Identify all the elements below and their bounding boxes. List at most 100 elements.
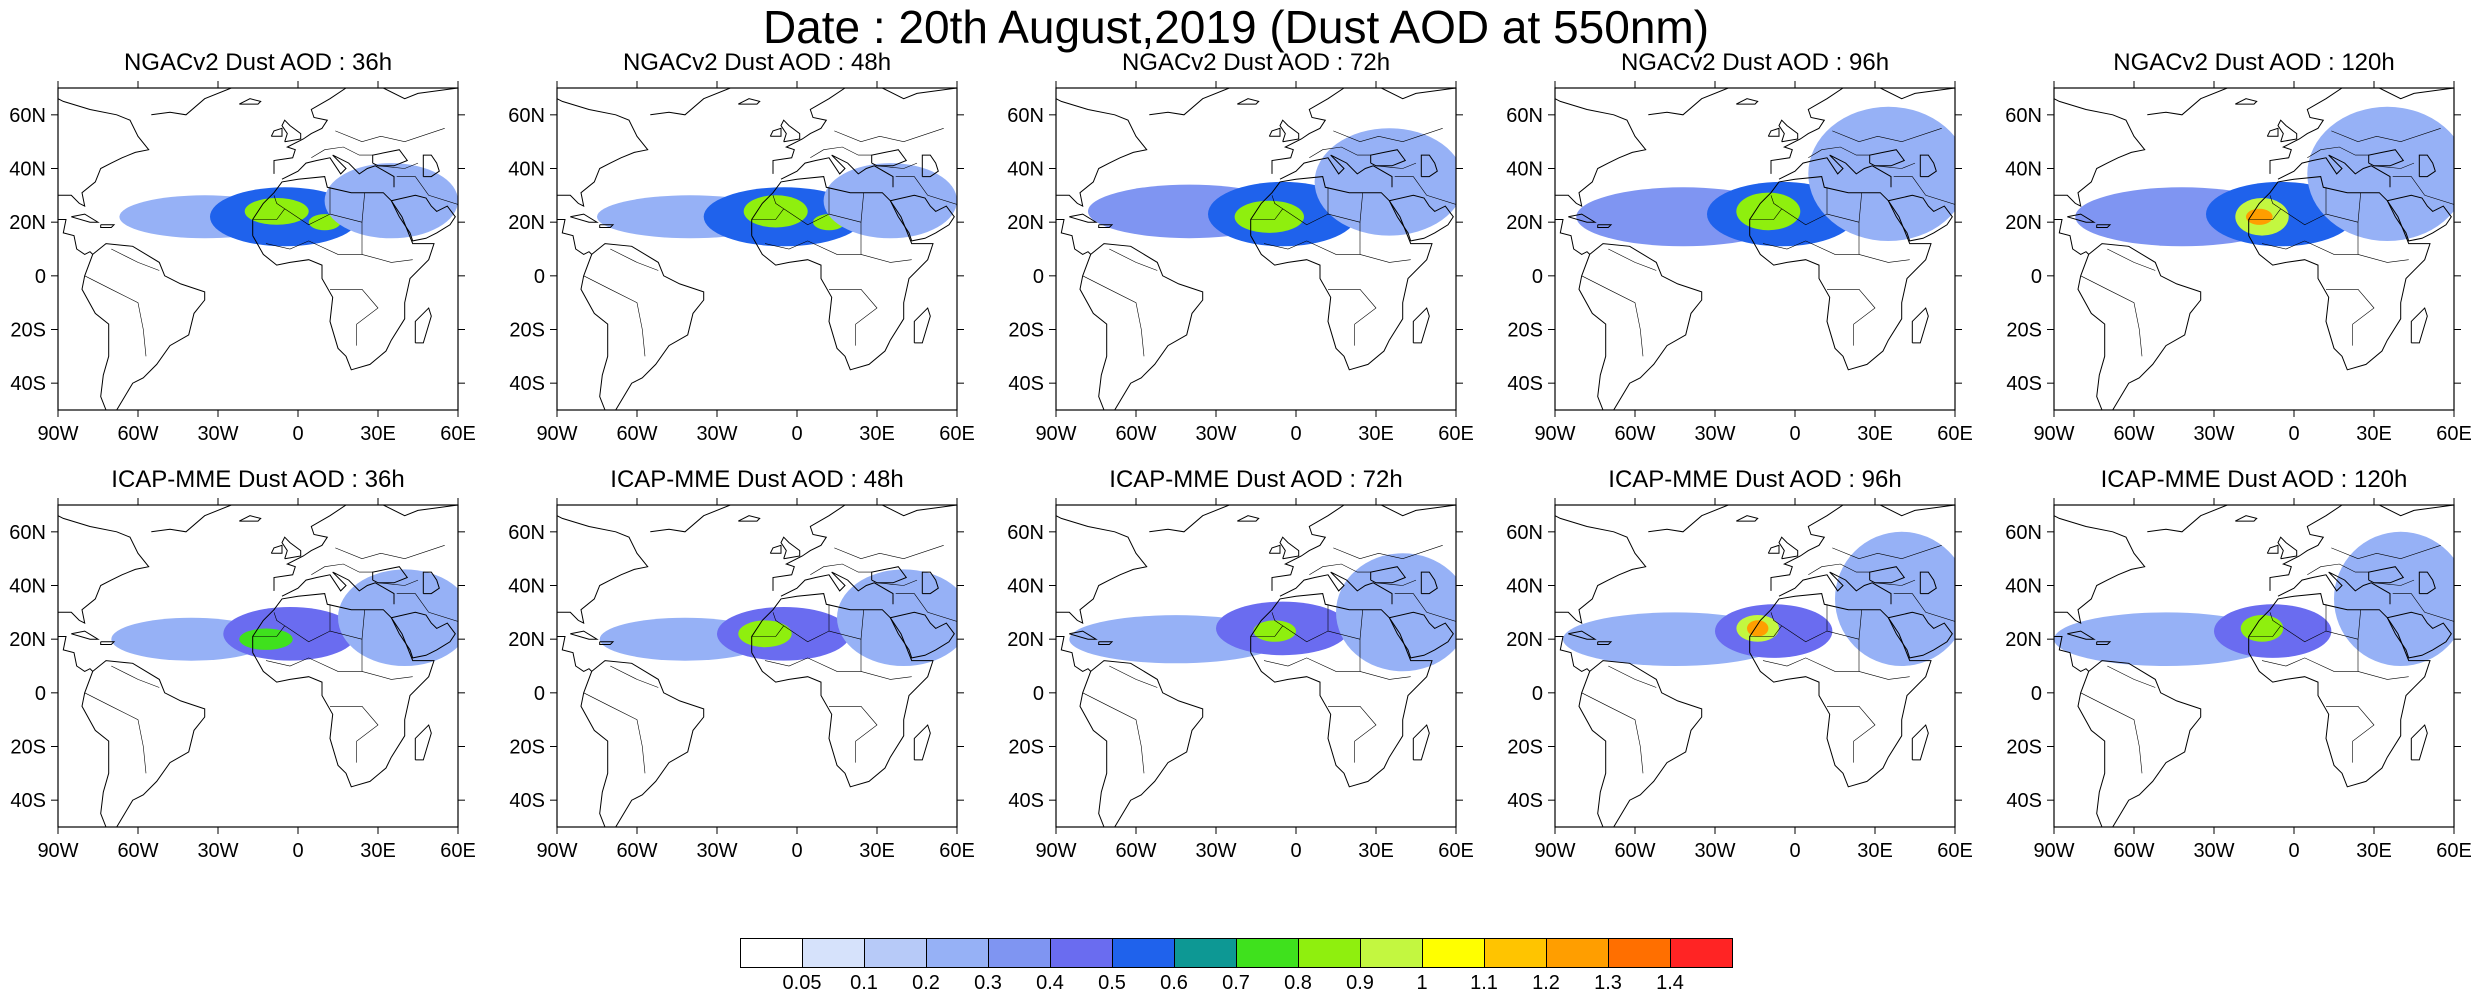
lat-tick-label: 20S [1507,320,1543,342]
lon-tick-label: 60W [117,423,158,445]
country-border [1359,671,1411,680]
lat-tick-label: 20N [508,212,545,234]
coastline [780,571,894,605]
lat-tick-label: 40S [2006,373,2042,395]
coastline [769,127,782,137]
map-frame [556,87,958,411]
country-border [361,671,413,680]
aod-contour [2307,106,2454,241]
country-border [330,706,379,763]
coastline [1749,593,1932,788]
map-panel: NGACv2 Dust AOD : 120h 90W 60W 30W 0 30E 60E 60… [1996,48,2472,468]
coastline [1250,176,1433,371]
coastline [1555,98,1647,208]
lat-tick-label: 60N [508,105,545,127]
lon-tick-label: 30W [1694,840,1735,862]
coastline [1770,505,1955,591]
coastline [1919,154,1937,178]
lat-tick-label: 0 [534,683,545,705]
coastline [1778,571,1892,605]
coastline [557,636,593,672]
coastline [1736,515,1759,522]
lat-tick-label: 40N [1506,576,1543,598]
lon-tick-label: 30E [1857,840,1893,862]
coastline [1069,630,1098,640]
lat-tick-label: 60N [1506,105,1543,127]
dust-aod-map: 90W 60W 30W 0 30E 60E 60N 40N 20N 0 20S 40S [1506,498,1973,862]
country-border [1893,593,1955,622]
colorbar-swatch [1360,938,1423,968]
lon-tick-label: 0 [1789,423,1800,445]
country-border [1250,612,1284,637]
lon-tick-label: 30W [696,840,737,862]
coastline [252,593,435,788]
country-border [111,665,160,688]
country-border [377,579,419,586]
country-border [1808,563,1870,576]
panel-title: ICAP-MME Dust AOD : 96h [1608,466,1902,493]
coastline [1568,213,1597,223]
country-border [1309,563,1371,576]
coastline [2067,213,2096,223]
lon-tick-label: 0 [1789,840,1800,862]
country-border [311,563,373,576]
coastline [2077,660,2202,827]
lon-tick-label: 30E [1857,423,1893,445]
coastline [2269,505,2454,591]
country-border [1263,639,1361,672]
coastline [751,593,934,788]
country-border [2080,692,2143,774]
coastline [570,213,599,223]
lat-tick-label: 40N [2005,159,2042,181]
coastline [650,88,744,116]
map-panel: ICAP-MME Dust AOD : 96h 90W 60W 30W 0 30E 60E 6… [1497,465,1995,885]
country-border [2280,604,2327,643]
lat-tick-label: 20S [509,320,545,342]
country-border [2307,563,2369,576]
lon-tick-label: 30E [2356,423,2392,445]
map-frame [556,504,958,828]
coastline [2410,307,2428,344]
coastline [2147,88,2241,116]
coastline [239,98,262,105]
coastline [913,307,931,344]
country-border [335,545,445,560]
lat-tick-label: 20S [1008,737,1044,759]
map-panel: ICAP-MME Dust AOD : 120h 90W 60W 30W 0 30E 60E… [1996,465,2472,885]
coastline [1056,515,1148,625]
lat-tick-label: 20N [2005,212,2042,234]
coastline [2147,505,2241,533]
coastline [1767,127,1780,137]
coastline [2386,194,2452,242]
country-border [1858,671,1910,680]
coastline [1279,536,1300,560]
coastline [570,630,599,640]
country-border [834,128,944,143]
lon-tick-label: 30E [859,423,895,445]
lon-tick-label: 30E [859,840,895,862]
colorbar-tick-label: 0.2 [912,972,940,994]
coastline [2418,154,2436,178]
coastline [1268,544,1281,554]
colorbar-swatch [1670,938,1733,968]
coastline [1388,611,1454,659]
coastline [2248,176,2431,371]
dust-aod-map: 90W 60W 30W 0 30E 60E 60N 40N 20N 0 20S 40S [508,498,975,862]
coastline [270,544,283,554]
aod-contour [1808,106,1955,241]
panel-title: NGACv2 Dust AOD : 48h [622,49,892,76]
colorbar-tick-label: 1.1 [1470,972,1498,994]
map-frame [2053,87,2455,411]
lat-tick-label: 20S [1507,737,1543,759]
lat-tick-label: 40S [1507,790,1543,812]
country-border [2373,162,2415,169]
country-border [1749,612,1783,637]
coastline [1648,505,1742,533]
coastline [281,154,395,188]
dust-aod-map: 90W 60W 30W 0 30E 60E 60N 40N 20N 0 20S 40S [9,498,476,862]
country-border [1762,222,1860,255]
colorbar-tick-label: 1.3 [1594,972,1622,994]
colorbar-swatch [1298,938,1361,968]
coastline [390,194,456,242]
